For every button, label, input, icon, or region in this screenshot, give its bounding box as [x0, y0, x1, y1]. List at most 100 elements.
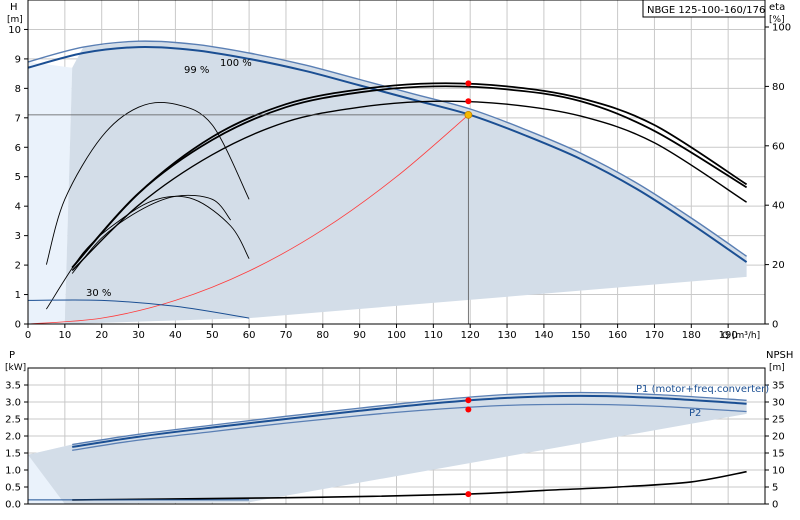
bottom-y-ticks-left: 0.0 0.5 1.0 1.5 2.0 2.5 3.0 3.5: [5, 381, 28, 511]
npsh-tick-label: 35: [772, 381, 785, 392]
bottom-envelope: [28, 392, 747, 504]
y-tick-label-right: 40: [772, 201, 785, 212]
bottom-series-power: [72, 403, 747, 451]
x-tick-label: 30: [132, 330, 145, 341]
eta-axis-label: eta: [769, 2, 785, 13]
top-curves: [27, 40, 748, 325]
q-axis-label: Q [m³/h]: [722, 331, 760, 341]
bottom-series-power: [72, 394, 747, 448]
label-100-percent: 100 %: [220, 58, 252, 69]
x-tick-label: 160: [608, 330, 627, 341]
p-tick-label: 3.0: [5, 398, 21, 409]
bottom-duty-points: [465, 397, 472, 498]
npsh-axis-label: NPSH: [766, 350, 793, 361]
npsh-tick-label: 10: [772, 466, 785, 477]
x-tick-label: 10: [58, 330, 71, 341]
duty-eta-marker: [465, 98, 472, 105]
top-envelope: [28, 41, 747, 324]
top-series-eta_thin: [45, 101, 250, 265]
npsh-tick-label: 20: [772, 432, 785, 443]
p-tick-label: 0.0: [5, 500, 21, 511]
top-series-eta: [71, 82, 748, 269]
y-tick-label-right: 20: [772, 260, 785, 271]
top-y-ticks-left: 0 1 2 3 4 5 6 7 8 9 10: [8, 25, 28, 331]
p-tick-label: 1.5: [5, 449, 21, 460]
npsh-axis-unit: [m]: [769, 363, 785, 373]
bottom-panel: 0.00.51.01.52.02.53.03.5 05101520253035 …: [5, 350, 793, 511]
top-duty-point: [28, 80, 473, 324]
duty-eta-marker: [465, 80, 472, 87]
top-y-ticks-right: 0 20 40 60 80 100: [765, 23, 791, 331]
npsh-tick-label: 0: [772, 500, 778, 511]
label-p2: P2: [689, 408, 701, 419]
label-p1: P1 (motor+freq.converter): [636, 384, 769, 395]
x-tick-label: 40: [169, 330, 182, 341]
x-tick-label: 70: [280, 330, 293, 341]
y-tick-label-right: 0: [772, 320, 778, 331]
x-tick-label: 130: [498, 330, 517, 341]
y-tick-label-left: 5: [15, 172, 21, 183]
p-tick-label: 0.5: [5, 483, 21, 494]
x-tick-label: 150: [571, 330, 590, 341]
p-axis-label: P: [9, 350, 15, 361]
y-tick-label-left: 4: [15, 202, 21, 213]
y-tick-label-left: 7: [15, 113, 21, 124]
bottom-y-ticks-right: 0 5 10 15 20 25 30 35: [765, 381, 785, 511]
p-axis-unit: [kW]: [5, 363, 26, 373]
top-series-head: [27, 46, 748, 263]
x-tick-label: 110: [424, 330, 443, 341]
p-tick-label: 2.0: [5, 432, 21, 443]
x-tick-label: 20: [95, 330, 108, 341]
y-tick-label-left: 2: [15, 261, 21, 272]
duty-point-marker: [464, 110, 473, 119]
p-tick-label: 2.5: [5, 415, 21, 426]
x-tick-label: 140: [534, 330, 553, 341]
h-axis-label: H: [10, 2, 18, 13]
npsh-tick-label: 25: [772, 415, 785, 426]
top-panel: 0 10 20 30 40 50 60 70 80 90 100 110 120 130 140 150 160…: [7, 0, 791, 341]
npsh-duty-marker: [465, 491, 472, 498]
npsh-tick-label: 5: [772, 483, 778, 494]
x-tick-label: 80: [316, 330, 329, 341]
x-tick-label: 180: [682, 330, 701, 341]
title-box: NBGE 125-100-160/176: [642, 0, 766, 18]
label-30-percent: 30 %: [86, 288, 111, 299]
top-series-system: [27, 114, 469, 325]
power-duty-marker: [465, 397, 472, 404]
npsh-tick-label: 15: [772, 449, 785, 460]
y-tick-label-left: 1: [15, 290, 21, 301]
x-tick-label: 60: [243, 330, 256, 341]
npsh-tick-label: 30: [772, 398, 785, 409]
top-envelope-area: [64, 41, 747, 324]
top-envelope-light: [28, 61, 73, 324]
x-tick-label: 0: [25, 330, 31, 341]
y-tick-label-right: 100: [772, 23, 791, 34]
x-tick-label: 90: [353, 330, 366, 341]
x-tick-label: 120: [461, 330, 480, 341]
pump-title: NBGE 125-100-160/176: [647, 5, 765, 16]
y-tick-label-left: 8: [15, 84, 21, 95]
y-tick-label-left: 6: [15, 143, 21, 154]
eta-axis-unit: [%]: [769, 15, 785, 25]
y-tick-label-left: 10: [8, 25, 21, 36]
label-99-percent: 99 %: [184, 65, 209, 76]
bottom-series-power: [72, 391, 747, 446]
y-tick-label-left: 0: [15, 320, 21, 331]
x-tick-label: 190: [719, 330, 738, 341]
top-x-ticks: 0 10 20 30 40 50 60 70 80 90 100 110 120 130 140 150 160…: [25, 324, 738, 341]
y-tick-label-left: 3: [15, 231, 21, 242]
x-tick-label: 100: [387, 330, 406, 341]
top-series-eta: [71, 100, 747, 272]
y-tick-label-right: 80: [772, 82, 785, 93]
bottom-envelope-area: [28, 392, 747, 504]
top-series-eta_thin: [46, 195, 250, 310]
top-series-head_thin: [27, 299, 250, 319]
p-tick-label: 1.0: [5, 466, 21, 477]
y-tick-label-right: 60: [772, 141, 785, 152]
x-tick-label: 50: [206, 330, 219, 341]
power-duty-marker: [465, 406, 472, 413]
x-tick-label: 170: [645, 330, 664, 341]
top-series-eta_thin: [71, 194, 232, 274]
p-tick-label: 3.5: [5, 381, 21, 392]
